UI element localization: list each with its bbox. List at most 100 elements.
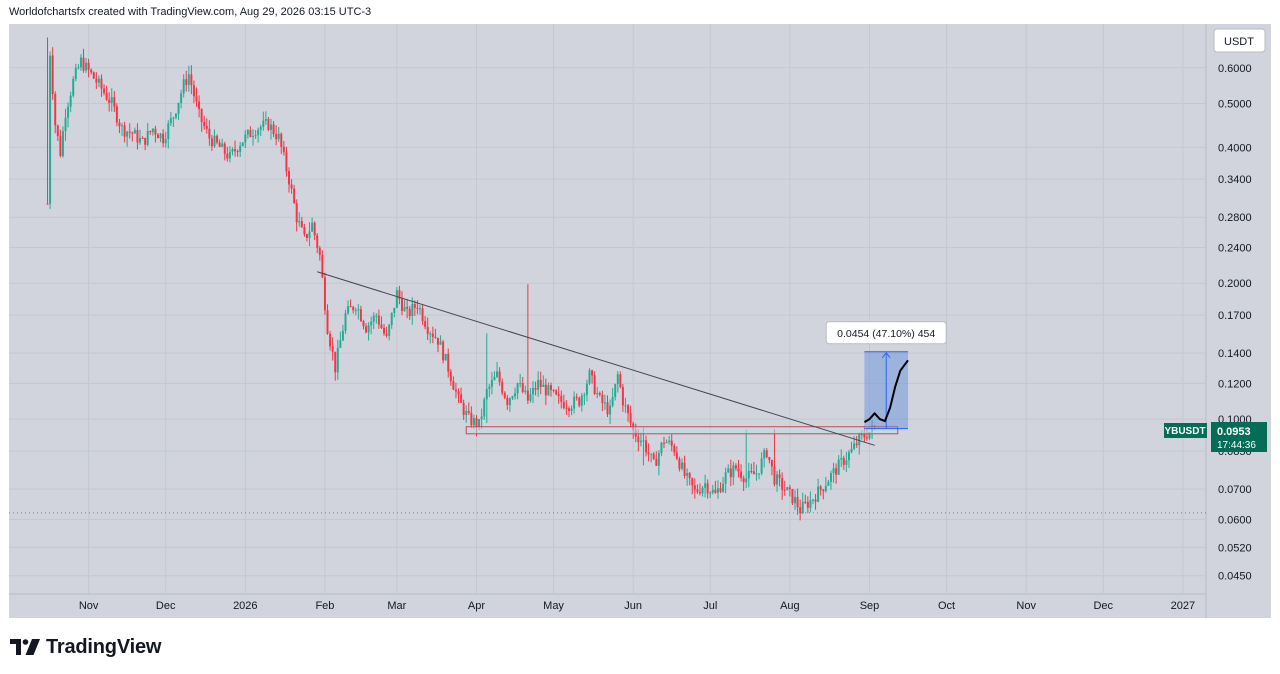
candle-down bbox=[205, 125, 208, 129]
candle-down bbox=[285, 152, 288, 172]
y-tick-label: 0.0700 bbox=[1218, 484, 1252, 496]
chart-credit: Worldofchartsfx created with TradingView… bbox=[9, 6, 372, 18]
drawing-overlays[interactable]: 0.0454 (47.10%) 454 bbox=[317, 271, 947, 446]
candle-down bbox=[208, 128, 211, 139]
candle-up bbox=[85, 62, 88, 71]
candle-up bbox=[478, 419, 481, 428]
measure-label: 0.0454 (47.10%) 454 bbox=[825, 321, 947, 345]
candle-down bbox=[804, 501, 807, 503]
candle-up bbox=[660, 442, 663, 454]
candle-up bbox=[298, 221, 301, 223]
candle-down bbox=[796, 496, 799, 508]
candle-up bbox=[126, 131, 129, 137]
currency-button[interactable]: USDT bbox=[1213, 28, 1266, 53]
candle-up bbox=[801, 501, 804, 514]
candle-down bbox=[275, 134, 278, 140]
candle-down bbox=[503, 392, 506, 398]
candle-up bbox=[228, 151, 231, 159]
candle-up bbox=[483, 399, 486, 417]
x-tick-label: Nov bbox=[79, 600, 99, 612]
candle-down bbox=[380, 324, 383, 328]
candle-down bbox=[383, 327, 386, 334]
candle-down bbox=[87, 62, 90, 70]
candles bbox=[46, 37, 876, 521]
candle-up bbox=[429, 333, 432, 335]
candle-up bbox=[357, 309, 360, 311]
candle-up bbox=[724, 472, 727, 484]
candle-down bbox=[195, 96, 198, 102]
x-tick-label: 2026 bbox=[233, 600, 257, 612]
candle-down bbox=[652, 453, 655, 459]
candle-down bbox=[591, 370, 594, 376]
candle-up bbox=[375, 315, 378, 317]
candle-down bbox=[234, 149, 237, 152]
candle-up bbox=[411, 303, 414, 317]
candle-down bbox=[408, 308, 411, 317]
candle-up bbox=[177, 102, 180, 114]
tradingview-wordmark: TradingView bbox=[46, 635, 162, 658]
candle-down bbox=[334, 351, 337, 373]
candle-down bbox=[149, 131, 152, 133]
tradingview-logo[interactable]: TradingView bbox=[10, 634, 161, 660]
candle-up bbox=[480, 416, 483, 420]
y-tick-label: 0.2000 bbox=[1218, 278, 1252, 290]
candle-up bbox=[231, 149, 234, 152]
candle-down bbox=[575, 396, 578, 398]
candle-up bbox=[72, 78, 75, 96]
candle-down bbox=[770, 459, 773, 467]
candle-down bbox=[192, 85, 195, 97]
price-tag-bg bbox=[1211, 422, 1267, 452]
candle-down bbox=[115, 106, 118, 123]
candle-down bbox=[447, 353, 450, 372]
candle-up bbox=[614, 383, 617, 398]
candle-up bbox=[588, 370, 591, 384]
candle-up bbox=[529, 394, 532, 401]
candle-up bbox=[493, 376, 496, 381]
candle-up bbox=[583, 394, 586, 396]
candle-up bbox=[121, 125, 124, 127]
candle-down bbox=[329, 333, 332, 347]
price-tag: YBUSDT 0.0953 17:44:36 bbox=[1164, 422, 1267, 452]
price-chart[interactable]: 0.6000 0.5000 0.4000 0.3400 0.2800 0.2400 0.20… bbox=[9, 24, 1271, 618]
candle-down bbox=[113, 97, 116, 107]
candle-down bbox=[216, 135, 219, 143]
price-axis[interactable] bbox=[1206, 24, 1271, 618]
candle-down bbox=[223, 143, 226, 154]
candle-up bbox=[97, 78, 100, 83]
candle-up bbox=[252, 136, 255, 138]
candle-up bbox=[817, 486, 820, 502]
candle-down bbox=[619, 374, 622, 387]
candle-down bbox=[90, 69, 93, 73]
candle-down bbox=[462, 402, 465, 415]
candle-down bbox=[401, 298, 403, 311]
candle-down bbox=[316, 235, 319, 248]
candle-down bbox=[783, 489, 786, 491]
candle-down bbox=[740, 471, 743, 479]
candle-up bbox=[573, 396, 576, 409]
candle-down bbox=[621, 386, 624, 406]
y-tick-label: 0.5000 bbox=[1218, 99, 1252, 111]
candle-up bbox=[824, 485, 827, 492]
candle-up bbox=[809, 499, 812, 508]
measure-label-text: 0.0454 (47.10%) 454 bbox=[837, 328, 935, 340]
candle-down bbox=[280, 133, 283, 147]
candle-down bbox=[647, 452, 650, 455]
candle-down bbox=[765, 450, 768, 457]
candle-down bbox=[562, 401, 565, 408]
candle-up bbox=[611, 397, 614, 406]
candle-down bbox=[454, 389, 457, 392]
candle-down bbox=[565, 407, 568, 409]
candle-down bbox=[442, 341, 445, 361]
candle-down bbox=[593, 375, 596, 394]
candle-up bbox=[519, 383, 522, 385]
candle-up bbox=[850, 448, 853, 453]
candle-up bbox=[444, 353, 447, 361]
candle-down bbox=[819, 486, 822, 490]
candle-up bbox=[860, 434, 863, 436]
candle-down bbox=[300, 221, 303, 228]
candle-up bbox=[264, 119, 267, 121]
candle-down bbox=[842, 458, 845, 465]
x-tick-label: Feb bbox=[315, 600, 334, 612]
candle-up bbox=[239, 145, 242, 152]
candle-down bbox=[470, 412, 473, 426]
